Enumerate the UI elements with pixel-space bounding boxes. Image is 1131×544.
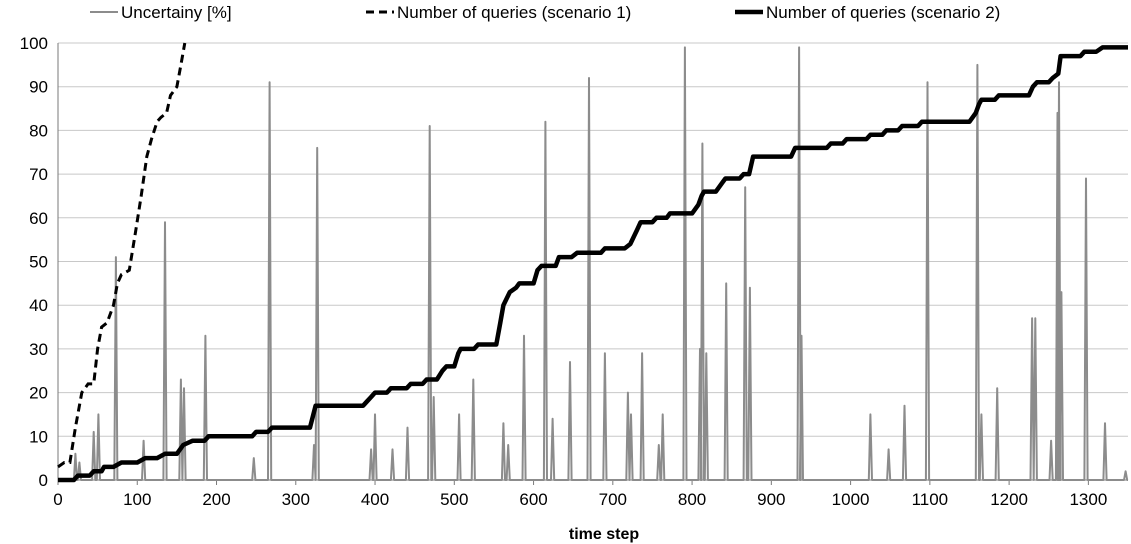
series-line-1 [58,46,1129,481]
y-tick-label: 50 [29,253,48,272]
y-tick-label: 90 [29,78,48,97]
y-tick-label: 100 [20,34,48,53]
y-tick-label: 80 [29,121,48,140]
x-tick-label: 600 [519,490,547,509]
y-tick-label: 60 [29,209,48,228]
x-tick-label: 900 [757,490,785,509]
y-tick-label: 70 [29,165,48,184]
x-tick-label: 200 [202,490,230,509]
legend-label-2: Number of queries (scenario 1) [397,3,631,22]
y-tick-label: 10 [29,427,48,446]
x-tick-label: 700 [599,490,627,509]
plot-area [57,42,1129,483]
legend-label-3: Number of queries (scenario 2) [766,3,1000,22]
x-tick-label: 1100 [912,490,949,509]
series-line-3 [58,45,1128,483]
x-tick-label: 0 [53,490,62,509]
x-tick-label: 500 [440,490,468,509]
y-tick-label: 40 [29,296,48,315]
x-tick-label: 1000 [832,490,870,509]
x-tick-label: 1300 [1069,490,1107,509]
y-tick-label: 30 [29,340,48,359]
y-tick-label: 20 [29,384,48,403]
x-axis-title: time step [569,526,639,543]
x-tick-label: 300 [282,490,310,509]
legend-label-1: Uncertainy [%] [121,3,232,22]
axes [57,43,1128,485]
series-line-2 [57,42,187,469]
y-tick-label: 0 [39,471,48,490]
x-tick-label: 1200 [990,490,1028,509]
legend: Uncertainy [%] Number of queries (scenari… [90,3,1000,22]
x-tick-label: 800 [678,490,706,509]
x-tick-label: 400 [361,490,389,509]
x-tick-label: 100 [123,490,151,509]
gridlines [58,42,1128,437]
